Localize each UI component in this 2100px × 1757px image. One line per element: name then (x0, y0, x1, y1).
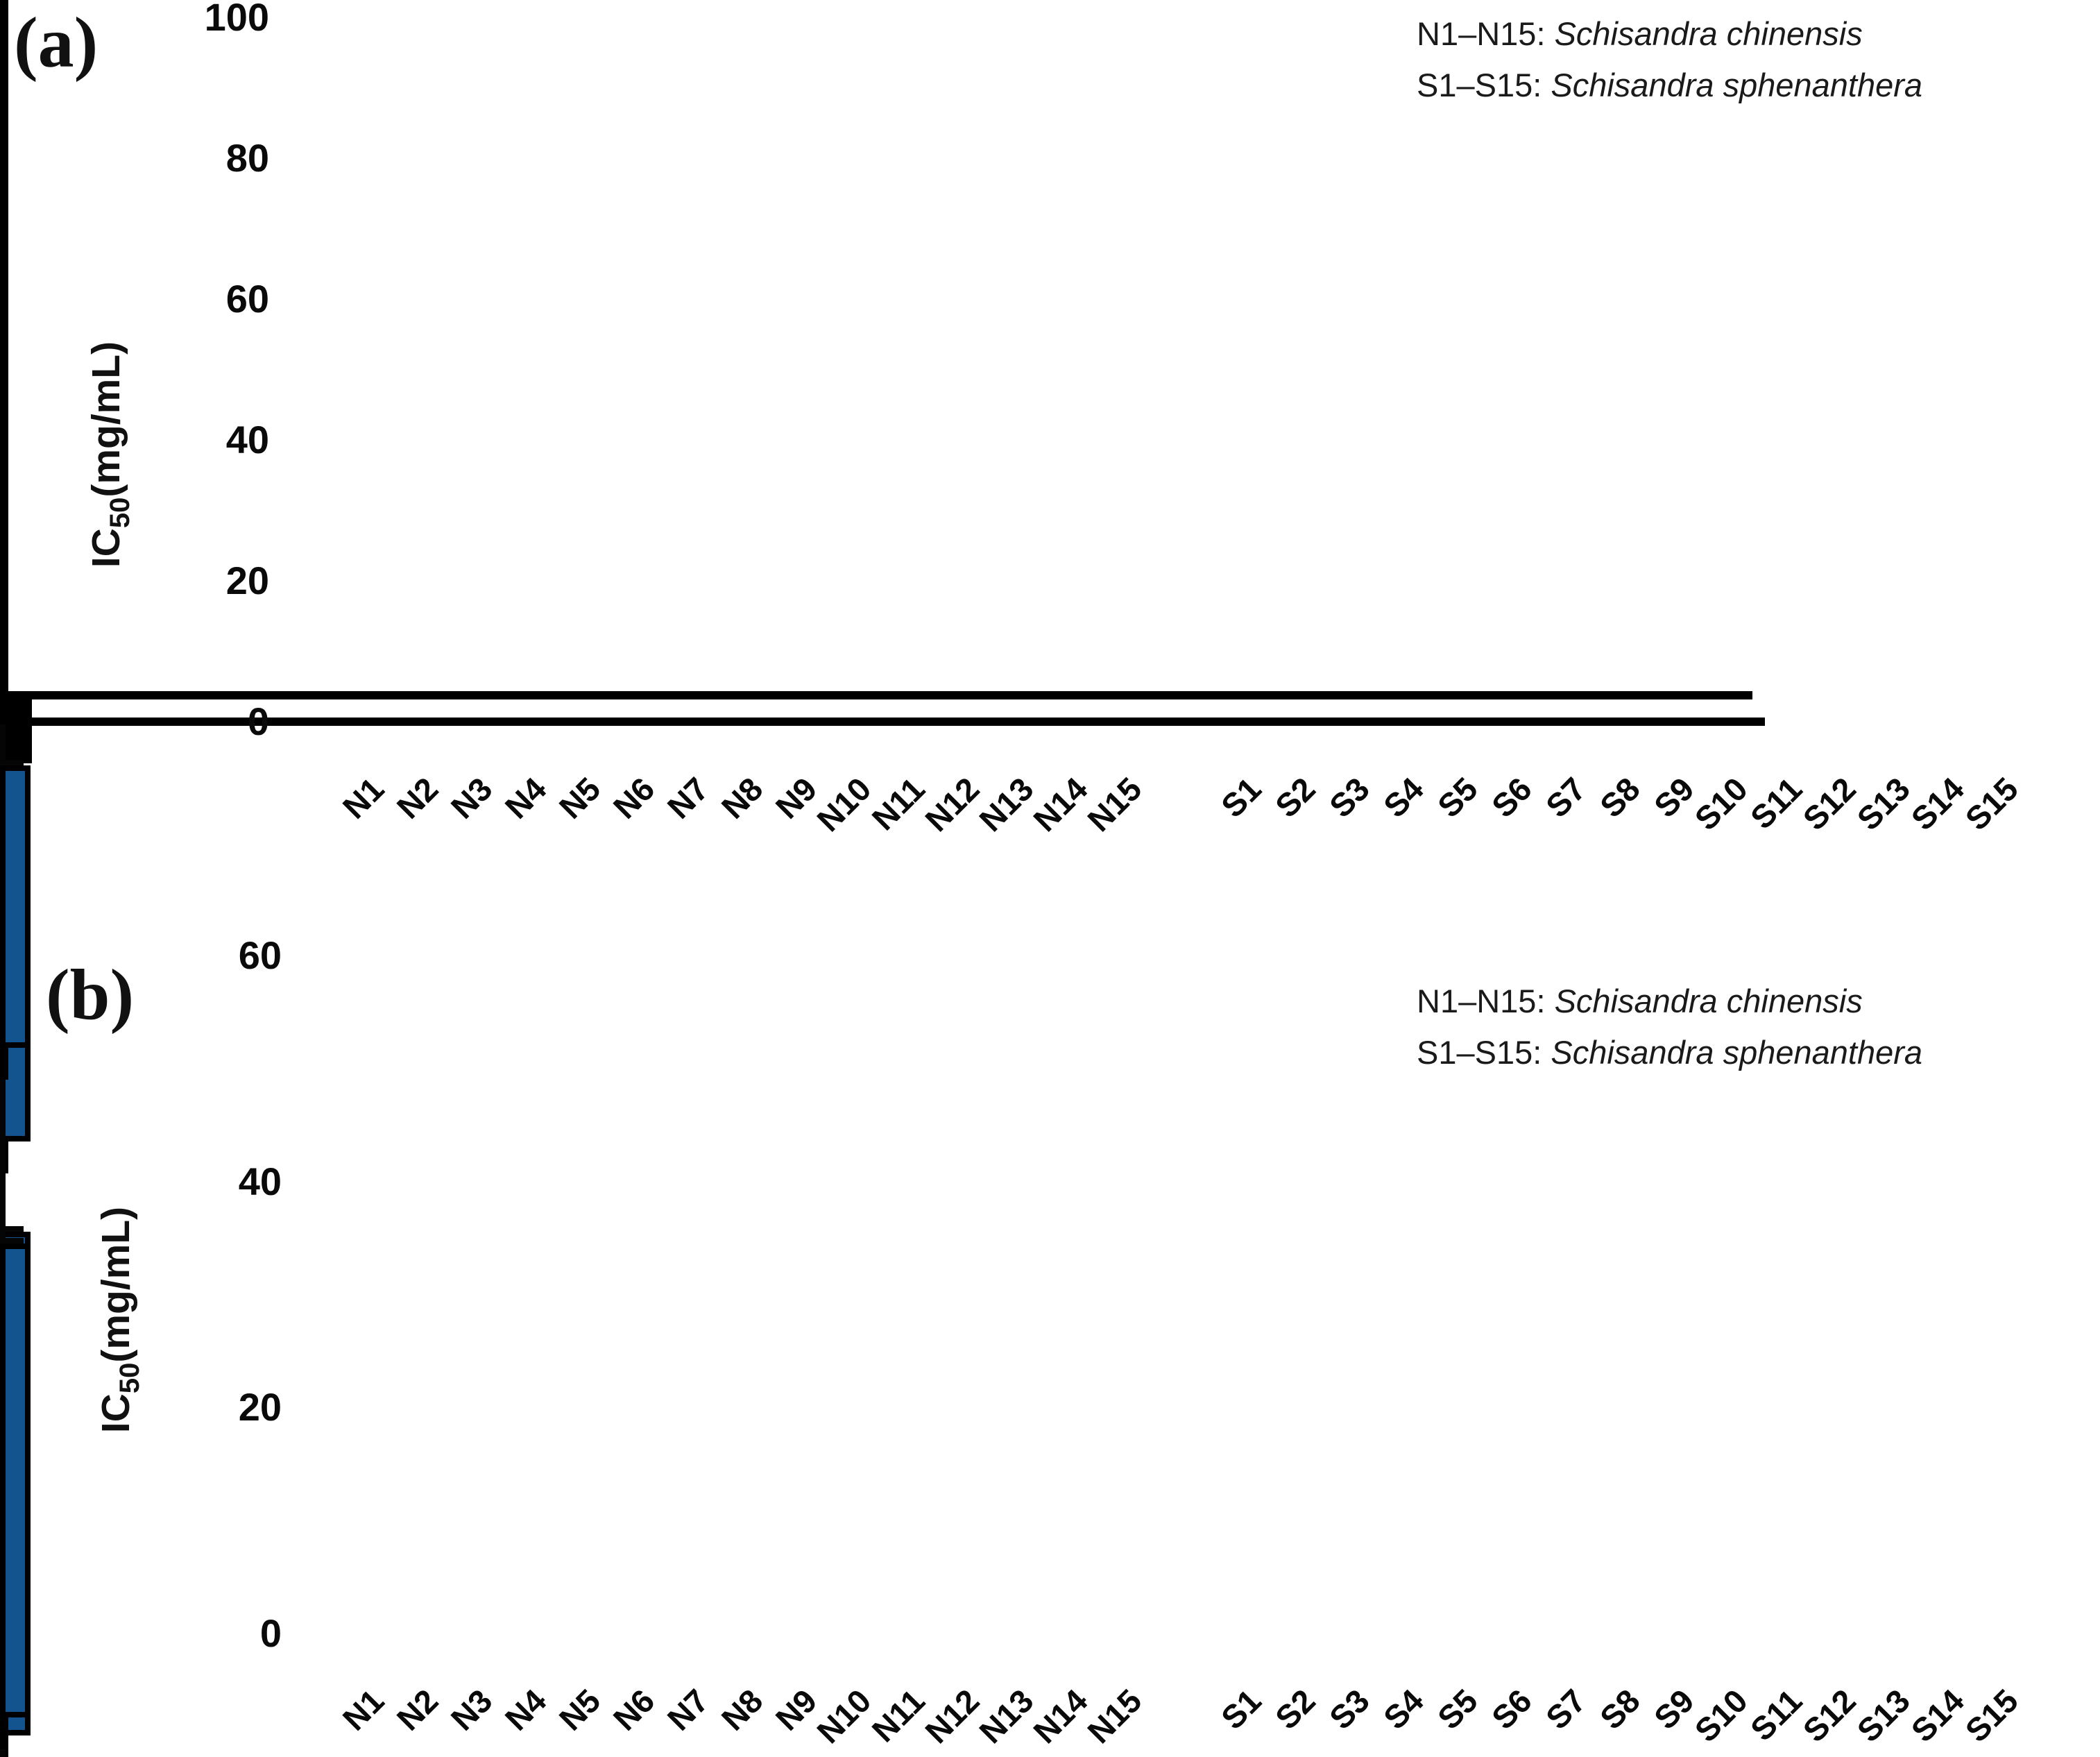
legend-range: N1–N15: (1417, 15, 1555, 52)
x-tick-label: S14 (1904, 1681, 1972, 1749)
x-tick (0, 1717, 8, 1750)
legend-range: N1–N15: (1417, 983, 1555, 1019)
x-tick-label: N1 (335, 1681, 391, 1738)
x-tick-label: S12 (1795, 1681, 1863, 1749)
bar (0, 765, 31, 1049)
panel-b-legend: N1–N15: Schisandra chinensis S1–S15: Sch… (1417, 976, 1922, 1078)
y-tick-label: 100 (204, 0, 269, 39)
y-tick-label: 60 (238, 933, 282, 978)
x-tick-label: N11 (864, 1681, 932, 1749)
y-tick (0, 712, 32, 718)
x-tick-label: S2 (1267, 1681, 1322, 1737)
x-tick-label: N2 (389, 1681, 445, 1738)
y-tick-label: 60 (225, 277, 269, 321)
legend-species: Schisandra sphenanthera (1551, 67, 1923, 103)
x-tick-label: N15 (1079, 1681, 1149, 1751)
x-tick-label: N5 (552, 1681, 608, 1738)
x-tick-label: S13 (1850, 1681, 1918, 1749)
x-tick-label: N4 (497, 1681, 554, 1738)
x-tick-label: S5 (1430, 1681, 1485, 1737)
legend-range: S1–S15: (1417, 1034, 1551, 1071)
legend-species: Schisandra chinensis (1554, 15, 1863, 52)
y-tick (0, 726, 32, 732)
x-tick (0, 1048, 8, 1080)
y-tick-label: 80 (225, 136, 269, 180)
x-tick-label: S7 (1538, 1681, 1593, 1737)
error-bar-cap (0, 1225, 24, 1232)
x-tick-label: N3 (443, 1681, 500, 1738)
x-tick-label: N8 (714, 1681, 770, 1738)
x-tick-label: S15 (1958, 1681, 2026, 1749)
x-axis (0, 691, 1752, 699)
panel-b-label: (b) (46, 955, 135, 1035)
y-tick-label: 20 (225, 559, 269, 602)
x-tick-label: S3 (1322, 1681, 1376, 1737)
bar (0, 1243, 31, 1718)
error-bar-cap (0, 760, 24, 766)
y-tick-label: 0 (247, 699, 269, 743)
y-tick-label: 0 (259, 1611, 282, 1655)
x-tick-label: S1 (1213, 1681, 1268, 1737)
x-tick-label: S8 (1592, 1681, 1647, 1737)
y-tick-label: 40 (225, 418, 269, 461)
y-tick (0, 706, 32, 712)
y-tick-label: 20 (238, 1385, 282, 1429)
y-axis (0, 0, 8, 691)
x-tick-label: N7 (660, 1681, 716, 1738)
panel-a-label: (a) (14, 3, 99, 83)
y-tick (0, 738, 32, 745)
legend-range: S1–S15: (1417, 67, 1551, 103)
x-tick-label: N6 (606, 1681, 662, 1738)
error-bar-line (0, 1749, 6, 1757)
y-tick (0, 718, 32, 724)
x-axis (0, 718, 1765, 726)
x-tick-label: S6 (1484, 1681, 1539, 1737)
x-tick-label: S10 (1687, 1681, 1755, 1749)
x-tick-label: N13 (971, 1681, 1041, 1751)
legend-species: Schisandra chinensis (1554, 983, 1863, 1019)
y-tick (0, 732, 32, 738)
x-tick-label: N10 (809, 1681, 878, 1751)
y-tick-label: 40 (238, 1159, 282, 1203)
error-bar-line (0, 1080, 6, 1238)
error-bar-cap (0, 1237, 24, 1244)
x-tick-label: S11 (1743, 1681, 1809, 1748)
legend-line: N1–N15: Schisandra chinensis (1417, 8, 1922, 60)
panel-a-legend: N1–N15: Schisandra chinensis S1–S15: Sch… (1417, 8, 1922, 111)
error-bar-line (0, 724, 6, 761)
legend-line: N1–N15: Schisandra chinensis (1417, 976, 1922, 1027)
y-tick (0, 699, 32, 706)
x-tick-label: N14 (1025, 1681, 1095, 1751)
y-tick (0, 751, 32, 757)
legend-species: Schisandra sphenanthera (1551, 1034, 1923, 1071)
x-tick-label: S4 (1376, 1681, 1431, 1737)
y-tick (0, 745, 32, 751)
legend-line: S1–S15: Schisandra sphenanthera (1417, 60, 1922, 111)
legend-line: S1–S15: Schisandra sphenanthera (1417, 1027, 1922, 1078)
x-tick-label: N12 (917, 1681, 987, 1751)
